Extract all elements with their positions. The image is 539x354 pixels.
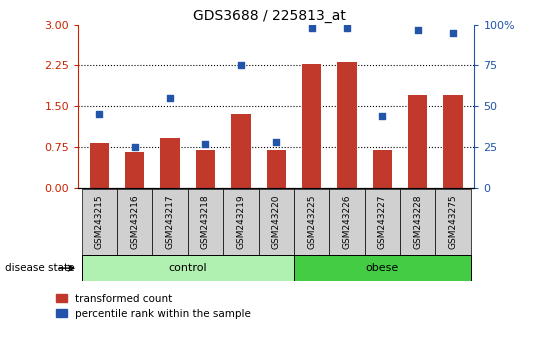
- Text: GSM243228: GSM243228: [413, 195, 422, 249]
- Text: disease state: disease state: [5, 263, 75, 273]
- Point: [166, 95, 175, 101]
- Text: GSM243225: GSM243225: [307, 195, 316, 249]
- FancyBboxPatch shape: [294, 255, 471, 281]
- Bar: [231, 114, 251, 188]
- FancyBboxPatch shape: [82, 189, 117, 255]
- Bar: [161, 138, 180, 188]
- Text: GSM243275: GSM243275: [448, 195, 458, 250]
- Bar: [408, 95, 427, 188]
- Point: [413, 27, 422, 33]
- Bar: [372, 150, 392, 188]
- FancyBboxPatch shape: [188, 189, 223, 255]
- Bar: [302, 64, 321, 188]
- Point: [343, 25, 351, 31]
- Bar: [266, 150, 286, 188]
- Bar: [89, 143, 109, 188]
- Text: GSM243227: GSM243227: [378, 195, 387, 249]
- FancyBboxPatch shape: [329, 189, 365, 255]
- Point: [95, 112, 103, 117]
- Text: GSM243217: GSM243217: [165, 195, 175, 250]
- Text: GSM243215: GSM243215: [95, 195, 104, 250]
- Text: GSM243218: GSM243218: [201, 195, 210, 250]
- FancyBboxPatch shape: [259, 189, 294, 255]
- Bar: [444, 95, 463, 188]
- Text: GSM243216: GSM243216: [130, 195, 139, 250]
- FancyBboxPatch shape: [400, 189, 436, 255]
- FancyBboxPatch shape: [436, 189, 471, 255]
- Point: [449, 30, 458, 36]
- Point: [307, 25, 316, 31]
- Bar: [196, 150, 215, 188]
- Legend: transformed count, percentile rank within the sample: transformed count, percentile rank withi…: [57, 294, 251, 319]
- Point: [272, 139, 280, 145]
- Text: GSM243226: GSM243226: [342, 195, 351, 249]
- Text: obese: obese: [366, 263, 399, 273]
- Text: GSM243220: GSM243220: [272, 195, 281, 249]
- Bar: [337, 62, 357, 188]
- FancyBboxPatch shape: [365, 189, 400, 255]
- Text: GDS3688 / 225813_at: GDS3688 / 225813_at: [193, 9, 346, 23]
- FancyBboxPatch shape: [223, 189, 259, 255]
- FancyBboxPatch shape: [82, 255, 294, 281]
- FancyBboxPatch shape: [117, 189, 153, 255]
- Point: [130, 144, 139, 150]
- Text: GSM243219: GSM243219: [237, 195, 245, 250]
- Point: [201, 141, 210, 147]
- Text: control: control: [169, 263, 207, 273]
- FancyBboxPatch shape: [153, 189, 188, 255]
- Point: [237, 63, 245, 68]
- Bar: [125, 152, 144, 188]
- FancyBboxPatch shape: [294, 189, 329, 255]
- Point: [378, 113, 386, 119]
